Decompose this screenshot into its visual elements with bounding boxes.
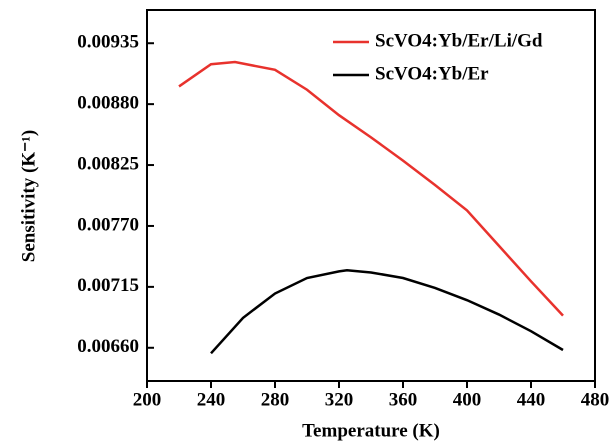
data-line: [178, 60, 564, 317]
y-tick-label: 0.00715: [77, 275, 139, 296]
legend-label: ScVO4:Yb/Er/Li/Gd: [375, 30, 543, 51]
y-tick-label: 0.00825: [77, 153, 139, 174]
y-tick-label: 0.00770: [77, 214, 139, 235]
data-line: [210, 268, 564, 355]
x-tick-label: 480: [581, 389, 610, 410]
legend-label: ScVO4:Yb/Er: [375, 63, 489, 84]
y-tick-label: 0.00880: [77, 92, 139, 113]
x-tick-label: 240: [197, 389, 226, 410]
y-tick-label: 0.00660: [77, 336, 139, 357]
x-tick-label: 400: [453, 389, 482, 410]
x-tick-label: 280: [261, 389, 290, 410]
y-axis-label: Sensitivity (K⁻¹): [18, 130, 39, 262]
x-tick-label: 440: [517, 389, 546, 410]
x-tick-label: 320: [325, 389, 354, 410]
plot-frame: [146, 9, 596, 382]
x-axis-label: Temperature (K): [302, 420, 440, 441]
x-tick-label: 200: [133, 389, 162, 410]
y-tick-label: 0.00935: [77, 32, 139, 53]
x-tick-label: 360: [389, 389, 418, 410]
